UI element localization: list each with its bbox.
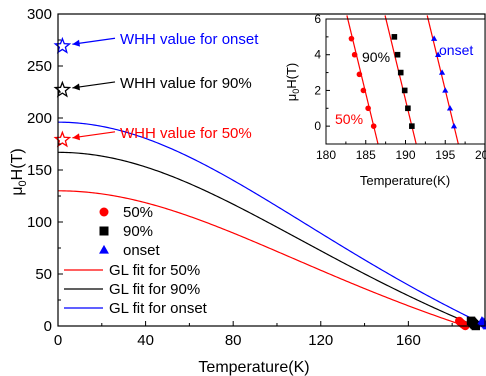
inset-plot: 50% 90% onset 180 185 190 195 200 0 2 4 6 Temperat… [284,12,486,188]
inset-data-point [405,105,411,112]
legend-marker [99,244,109,254]
legend-label: 90% [123,223,153,240]
inset-y-tick-label: 2 [314,83,321,97]
whh-markers: WHH value for onset WHH value for 90% WHH … [53,31,259,148]
inset-x-tick-label: 180 [316,148,336,162]
y-tick-label: 0 [44,318,52,335]
inset-data-point [401,87,408,94]
inset-labels: 50% 90% onset [335,42,473,127]
inset-data-point [351,51,358,58]
whh-star-marker [53,80,72,98]
x-axis-label: Temperature(K) [198,359,309,376]
whh-star-marker [53,130,72,148]
inset-y-axis-label: μ0H(T) [284,63,301,102]
inset-data-points [348,34,458,129]
whh-star-marker [53,36,72,54]
y-axis-label: μ0H(T) [9,148,29,195]
y-tick-label: 50 [35,266,52,283]
data-point [482,323,486,330]
inset-x-tick-label: 195 [435,148,455,162]
inset-data-point [435,51,442,57]
legend-label: onset [123,242,161,259]
x-tick-label: 0 [54,332,62,349]
inset-data-point [438,69,446,75]
inset-data-point [431,35,438,41]
gl-fit-curve [57,121,486,326]
inset-data-point [356,71,363,78]
inset-series-label: 50% [335,111,363,127]
inset-data-point [391,34,398,40]
legend-label: 50% [123,204,153,221]
x-tick-label: 160 [396,332,421,349]
inset-x-tick-label: 185 [356,148,376,162]
inset-data-point [450,122,458,129]
inset-axes: 180 185 190 195 200 0 2 4 6 [314,12,486,162]
gl-fit-curves [57,121,486,327]
y-tick-label: 200 [27,110,52,127]
inset-x-tick-label: 190 [395,148,415,162]
legend-marker [99,226,109,236]
legend-label: GL fit for onset [109,300,208,317]
inset-x-tick-label: 200 [475,148,486,162]
inset-data-point [348,35,355,42]
inset-fit-line [384,15,417,145]
whh-label: WHH value for onset [120,31,259,48]
inset-data-point [360,87,367,94]
x-tick-label: 80 [225,332,242,349]
whh-label: WHH value for 90% [120,75,252,92]
inset-data-point [446,105,454,111]
main-plot: WHH value for onset WHH value for 90% WHH … [9,6,486,376]
whh-arrowhead [72,83,80,91]
inset-y-tick-label: 4 [314,48,321,62]
inset-fit-line [426,15,459,145]
y-tick-label: 300 [27,6,52,23]
whh-label: WHH value for 50% [120,125,252,142]
inset-series-label: onset [439,42,473,58]
legend-label: GL fit for 90% [109,281,200,298]
y-tick-label: 150 [27,162,52,179]
legend-marker [99,207,109,217]
inset-data-point [442,87,449,93]
y-tick-label: 250 [27,58,52,75]
gl-fit-curve [57,151,477,327]
inset-x-axis-label: Temperature(K) [360,173,450,188]
whh-arrowhead [72,39,80,47]
inset-data-point [370,123,377,129]
y-tick-label: 100 [27,214,52,231]
inset-y-tick-label: 6 [314,12,321,26]
x-tick-label: 120 [308,332,333,349]
inset-data-point [394,51,401,58]
gl-fit-curve [58,190,466,327]
x-tick-label: 40 [137,332,154,349]
inset-data-point [365,105,371,112]
legend: 50% 90% onset GL fit for 50% GL fit for 90% G… [64,204,208,317]
inset-data-point [397,69,404,76]
inset-y-tick-label: 0 [314,119,321,133]
legend-label: GL fit for 50% [109,262,200,279]
whh-arrowhead [72,133,80,141]
inset-data-point [409,123,415,129]
inset-series-label: 90% [362,49,390,65]
